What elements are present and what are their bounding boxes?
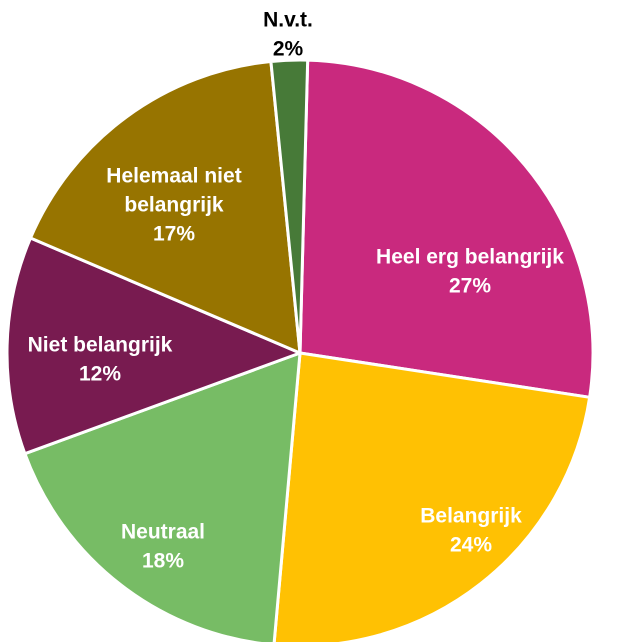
slice-label-n-v-t-line1: N.v.t. [263,9,313,32]
slice-label-niet-belangrijk-line1: Niet belangrijk [28,334,173,357]
slice-label-belangrijk-line2: 24% [450,534,492,557]
slice-label-helemaal-niet-belangrijk-line1: Helemaal niet [106,165,241,188]
slice-label-niet-belangrijk-line2: 12% [79,363,121,386]
pie-slice-heel-erg-belangrijk [298,58,595,399]
slice-label-neutraal-line2: 18% [142,550,184,573]
slice-label-helemaal-niet-belangrijk-line3: 17% [153,223,195,246]
pie-slice-belangrijk [272,351,592,642]
slice-label-heel-erg-belangrijk-line1: Heel erg belangrijk [376,246,564,269]
pie-slice-n-v-t [269,58,310,355]
slice-label-heel-erg-belangrijk-line2: 27% [449,275,491,298]
slice-label-n-v-t-line2: 2% [273,38,304,61]
pie-slice-helemaal-niet-belangrijk [28,59,302,355]
pie-slice-neutraal [23,351,302,642]
slice-label-helemaal-niet-belangrijk-line2: belangrijk [124,194,224,217]
pie-slice-niet-belangrijk [5,236,302,456]
slice-label-neutraal-line1: Neutraal [121,521,205,544]
slice-label-belangrijk-line1: Belangrijk [420,505,522,528]
